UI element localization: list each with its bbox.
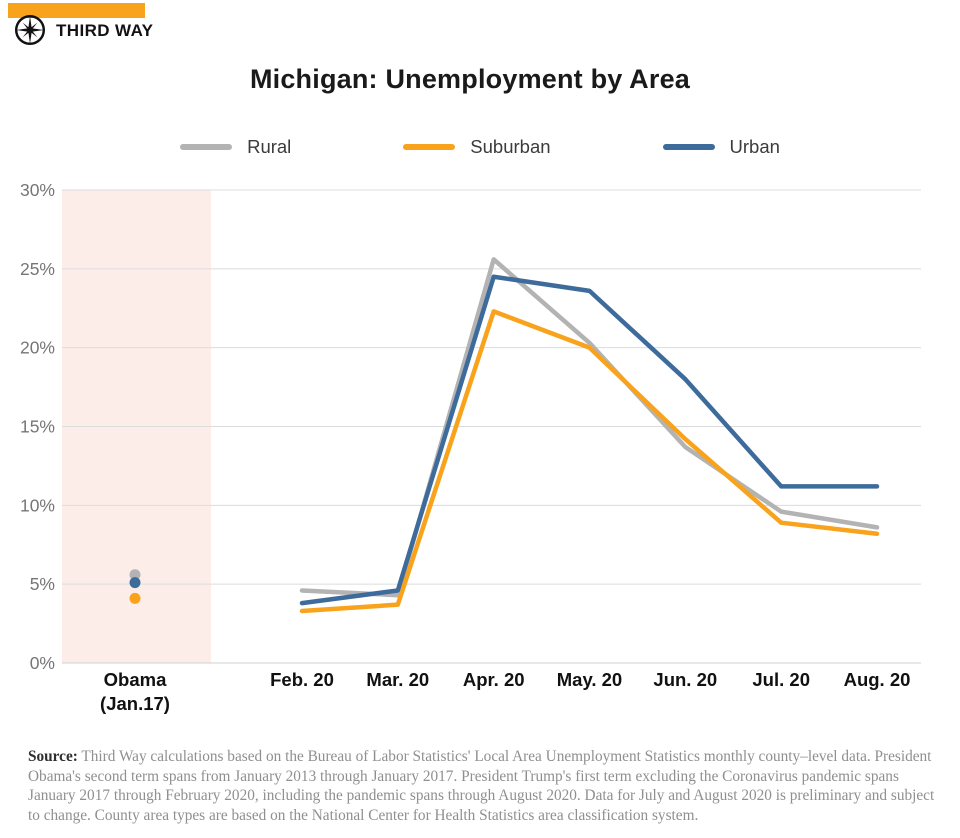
- legend-item-urban: Urban: [662, 136, 780, 158]
- chart-title: Michigan: Unemployment by Area: [249, 64, 691, 94]
- y-tick-label-15%: 15%: [20, 417, 55, 437]
- y-tick-label-5%: 5%: [30, 574, 55, 594]
- brand-name: THIRD WAY: [56, 21, 154, 40]
- chart-dot-urban: [129, 577, 141, 589]
- chart-line-rural: [299, 257, 880, 598]
- compass-star-icon: [13, 13, 47, 47]
- y-tick-label-20%: 20%: [20, 338, 55, 358]
- chart-legend: Rural Suburban Urban: [0, 136, 960, 158]
- legend-swatch-rural: [180, 144, 233, 150]
- chart-line-urban: [299, 274, 880, 606]
- x-tick-label-obama-jan-17: Obama (Jan.17): [100, 669, 170, 714]
- source-note: Source: Third Way calculations based on …: [28, 747, 935, 825]
- chart-line-suburban: [299, 309, 880, 614]
- unemployment-line-chart: 0% 5% 10% 15% 20% 25% 30% Obama (Jan.17) Feb. 20 M…: [20, 180, 921, 714]
- legend-swatch-urban: [662, 144, 715, 150]
- y-tick-label-0%: 0%: [30, 653, 55, 673]
- x-tick-label-feb-20: Feb. 20: [270, 669, 334, 690]
- source-label: Source:: [28, 748, 78, 765]
- legend-label-suburban: Suburban: [470, 136, 551, 157]
- chart-dot-rural: [129, 569, 141, 581]
- x-tick-label-may-20: May. 20: [557, 669, 622, 690]
- x-tick-label-jun-20: Jun. 20: [653, 669, 717, 690]
- x-tick-label-apr-20: Apr. 20: [463, 669, 525, 690]
- y-tick-label-25%: 25%: [20, 259, 55, 279]
- legend-label-urban: Urban: [729, 136, 780, 157]
- legend-item-rural: Rural: [180, 136, 291, 158]
- brand-accent-bar: [8, 3, 145, 18]
- y-tick-label-10%: 10%: [20, 495, 55, 515]
- y-tick-label-30%: 30%: [20, 180, 55, 200]
- x-tick-label-aug-20: Aug. 20: [844, 669, 911, 690]
- legend-item-suburban: Suburban: [403, 136, 551, 158]
- source-text: Third Way calculations based on the Bure…: [28, 748, 935, 824]
- x-tick-label-jul-20: Jul. 20: [752, 669, 810, 690]
- x-tick-label-mar-20: Mar. 20: [366, 669, 429, 690]
- legend-swatch-suburban: [403, 144, 456, 150]
- chart-area: 0% 5% 10% 15% 20% 25% 30% Obama (Jan.17) Feb. 20 M…: [20, 180, 921, 714]
- legend-label-rural: Rural: [247, 136, 292, 157]
- chart-dot-suburban: [129, 592, 141, 604]
